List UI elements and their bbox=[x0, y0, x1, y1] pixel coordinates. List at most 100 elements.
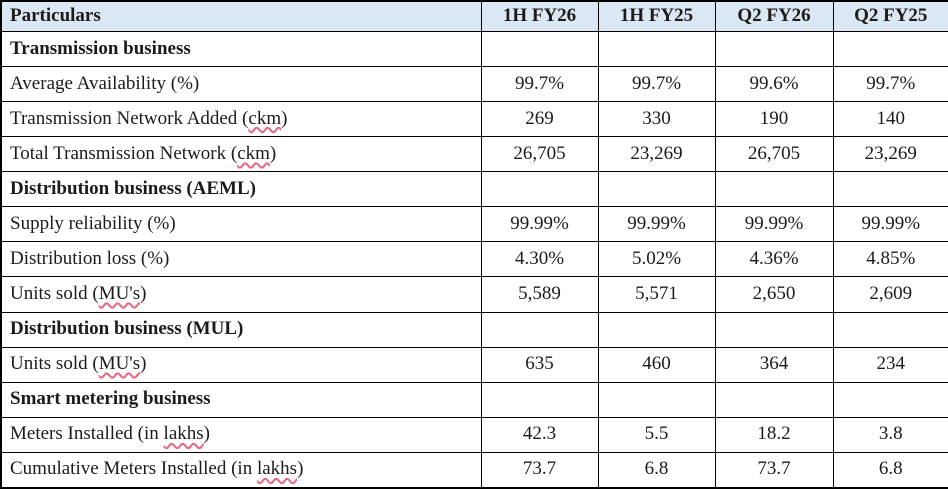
cell-particulars: Distribution loss (%) bbox=[0, 241, 482, 278]
cell-value: 460 bbox=[597, 346, 716, 383]
row-label: Smart metering business bbox=[10, 388, 211, 410]
cell-value bbox=[832, 381, 948, 418]
cell-value: 140 bbox=[832, 101, 948, 138]
cell-value: 99.7% bbox=[832, 66, 948, 103]
cell-particulars: Units sold (MU's) bbox=[0, 346, 482, 383]
cell-value bbox=[480, 311, 599, 348]
cell-value bbox=[714, 381, 834, 418]
cell-value: 5.5 bbox=[597, 416, 716, 453]
row-label-suffix: ) bbox=[297, 458, 304, 480]
section-row-smart-metering: Smart metering business bbox=[0, 381, 948, 418]
cell-particulars: Cumulative Meters Installed (in lakhs) bbox=[0, 451, 482, 489]
cell-value: 99.99% bbox=[597, 206, 716, 243]
row-label: Average Availability (%) bbox=[10, 72, 200, 94]
table-row-units-sold-mul: Units sold (MU's) 635 460 364 234 bbox=[0, 346, 948, 383]
cell-value bbox=[480, 381, 599, 418]
section-row-distribution-mul: Distribution business (MUL) bbox=[0, 311, 948, 348]
spellcheck-underlined-word: ckm bbox=[237, 142, 270, 164]
row-label-suffix: ) bbox=[140, 283, 147, 305]
column-header-q2-fy25: Q2 FY25 bbox=[832, 0, 948, 32]
column-header-1h-fy25: 1H FY25 bbox=[597, 0, 716, 32]
cell-value: 6.8 bbox=[832, 451, 948, 489]
table-header-row: Particulars 1H FY26 1H FY25 Q2 FY26 Q2 F… bbox=[0, 0, 948, 32]
cell-value bbox=[597, 30, 716, 68]
cell-value: 2,609 bbox=[832, 276, 948, 313]
table-row-average-availability: Average Availability (%) 99.7% 99.7% 99.… bbox=[0, 66, 948, 103]
column-header-q2-fy26: Q2 FY26 bbox=[714, 0, 834, 32]
cell-particulars: Average Availability (%) bbox=[0, 66, 482, 103]
cell-particulars: Units sold (MU's) bbox=[0, 276, 482, 313]
cell-value bbox=[480, 171, 599, 208]
cell-value bbox=[714, 30, 834, 68]
cell-value bbox=[480, 30, 599, 68]
cell-value: 234 bbox=[832, 346, 948, 383]
cell-value: 4.36% bbox=[714, 241, 834, 278]
row-label-suffix: ) bbox=[269, 142, 277, 164]
cell-value: 3.8 bbox=[832, 416, 948, 453]
row-label: Supply reliability (%) bbox=[10, 212, 176, 234]
cell-value: 99.6% bbox=[714, 66, 834, 103]
cell-value: 5,589 bbox=[480, 276, 599, 313]
row-label: Distribution business (MUL) bbox=[10, 318, 244, 340]
cell-value: 635 bbox=[480, 346, 599, 383]
row-label: Total Transmission Network ( bbox=[10, 142, 238, 164]
cell-value: 26,705 bbox=[480, 136, 599, 173]
cell-value: 42.3 bbox=[480, 416, 599, 453]
row-label: Units sold ( bbox=[10, 353, 99, 375]
section-row-transmission: Transmission business bbox=[0, 30, 948, 68]
cell-value bbox=[832, 30, 948, 68]
cell-value: 269 bbox=[480, 101, 599, 138]
row-label-suffix: ) bbox=[203, 423, 210, 445]
row-label: Units sold ( bbox=[10, 283, 99, 305]
cell-particulars: Distribution business (AEML) bbox=[0, 171, 482, 208]
cell-value bbox=[597, 171, 716, 208]
cell-value: 99.7% bbox=[480, 66, 599, 103]
section-row-distribution-aeml: Distribution business (AEML) bbox=[0, 171, 948, 208]
table-row-cumulative-meters-installed: Cumulative Meters Installed (in lakhs) 7… bbox=[0, 451, 948, 489]
cell-value: 5.02% bbox=[597, 241, 716, 278]
cell-value: 4.30% bbox=[480, 241, 599, 278]
table-row-total-network: Total Transmission Network (ckm) 26,705 … bbox=[0, 136, 948, 173]
table-row-units-sold-aeml: Units sold (MU's) 5,589 5,571 2,650 2,60… bbox=[0, 276, 948, 313]
cell-value: 99.99% bbox=[714, 206, 834, 243]
table-row-network-added: Transmission Network Added (ckm) 269 330… bbox=[0, 101, 948, 138]
cell-particulars: Meters Installed (in lakhs) bbox=[0, 416, 482, 453]
cell-value bbox=[832, 171, 948, 208]
cell-value: 4.85% bbox=[832, 241, 948, 278]
table-row-supply-reliability: Supply reliability (%) 99.99% 99.99% 99.… bbox=[0, 206, 948, 243]
row-label: Cumulative Meters Installed (in bbox=[10, 458, 257, 480]
cell-particulars: Supply reliability (%) bbox=[0, 206, 482, 243]
row-label: Meters Installed (in bbox=[10, 423, 164, 445]
cell-value bbox=[714, 171, 834, 208]
cell-value: 99.99% bbox=[480, 206, 599, 243]
cell-value: 99.99% bbox=[832, 206, 948, 243]
spellcheck-underlined-word: ckm bbox=[248, 107, 282, 129]
cell-value: 364 bbox=[714, 346, 834, 383]
row-label: Distribution business (AEML) bbox=[10, 177, 256, 199]
cell-value: 26,705 bbox=[714, 136, 834, 173]
table-row-meters-installed: Meters Installed (in lakhs) 42.3 5.5 18.… bbox=[0, 416, 948, 453]
row-label-suffix: ) bbox=[140, 353, 147, 375]
cell-value: 6.8 bbox=[597, 451, 716, 489]
table-row-distribution-loss: Distribution loss (%) 4.30% 5.02% 4.36% … bbox=[0, 241, 948, 278]
cell-value: 23,269 bbox=[832, 136, 948, 173]
spellcheck-underlined-word: lakhs bbox=[256, 458, 298, 480]
cell-value: 190 bbox=[714, 101, 834, 138]
row-label: Distribution loss (%) bbox=[10, 247, 170, 269]
cell-particulars: Transmission Network Added (ckm) bbox=[0, 101, 482, 138]
column-header-1h-fy26: 1H FY26 bbox=[480, 0, 599, 32]
cell-particulars: Distribution business (MUL) bbox=[0, 311, 482, 348]
cell-value: 2,650 bbox=[714, 276, 834, 313]
cell-particulars: Smart metering business bbox=[0, 381, 482, 418]
cell-value: 73.7 bbox=[480, 451, 599, 489]
cell-value bbox=[597, 311, 716, 348]
cell-value: 73.7 bbox=[714, 451, 834, 489]
column-header-particulars: Particulars bbox=[0, 0, 482, 32]
cell-value bbox=[597, 381, 716, 418]
cell-value: 23,269 bbox=[597, 136, 716, 173]
cell-value: 99.7% bbox=[597, 66, 716, 103]
cell-particulars: Transmission business bbox=[0, 30, 482, 68]
cell-value: 18.2 bbox=[714, 416, 834, 453]
